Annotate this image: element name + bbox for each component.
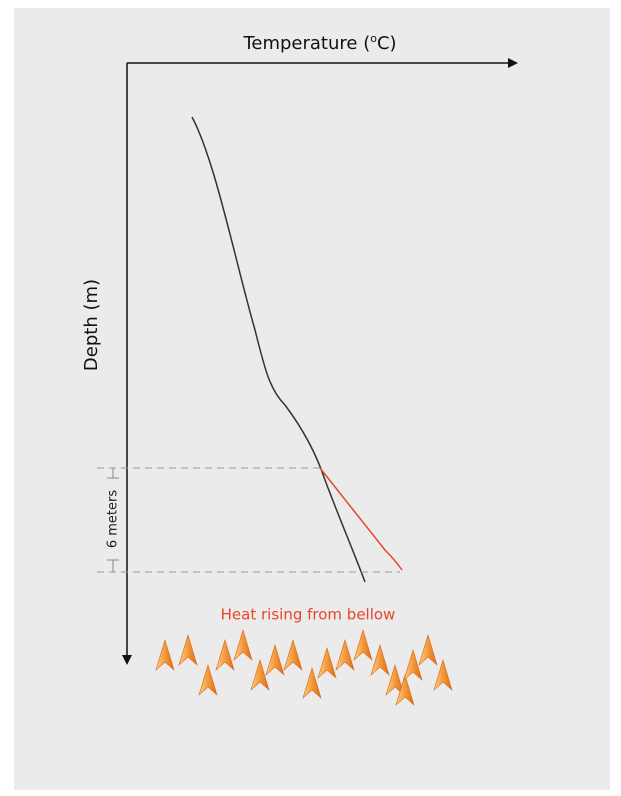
y-axis-label: Depth (m) [81,279,102,371]
bracket-label: 6 meters [106,490,121,549]
annotation: Heat rising from bellow [221,606,396,624]
x-label-suffix: C) [377,33,397,54]
diagram: Temperature (oC) Depth (m) 6 meters Heat… [0,0,621,796]
x-label-prefix: Temperature ( [242,33,370,54]
page: Temperature (oC) Depth (m) 6 meters Heat… [0,0,621,796]
